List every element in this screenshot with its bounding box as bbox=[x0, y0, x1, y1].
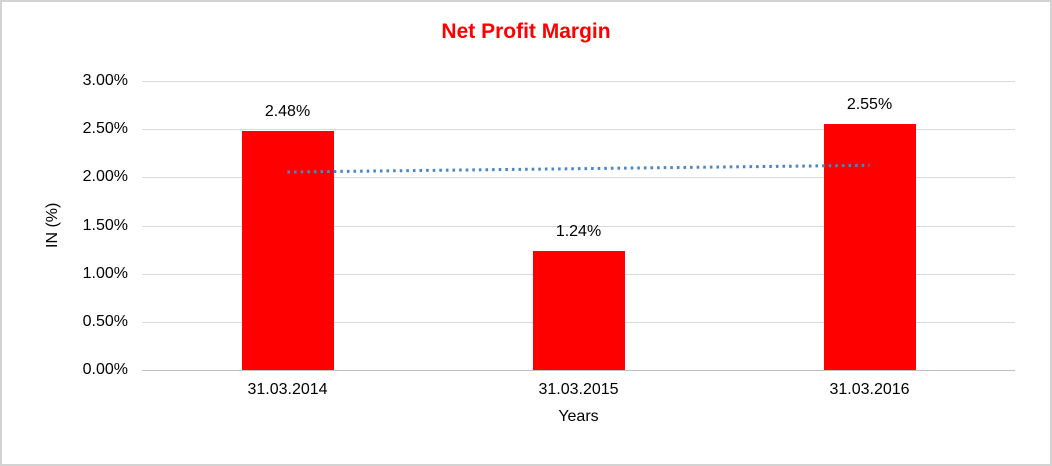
y-tick-label: 1.00% bbox=[82, 264, 128, 282]
bar-value-label: 1.24% bbox=[555, 222, 602, 240]
y-tick-label: 2.00% bbox=[82, 168, 128, 186]
x-axis-title: Years bbox=[558, 408, 599, 425]
plot-area bbox=[142, 81, 1015, 371]
gridline bbox=[142, 177, 1015, 179]
y-tick-label: 3.00% bbox=[82, 72, 128, 89]
gridline bbox=[142, 225, 1015, 227]
bar-value-label: 2.55% bbox=[846, 96, 893, 114]
y-tick-label: 0.00% bbox=[82, 361, 128, 378]
y-tick-label: 1.50% bbox=[82, 216, 128, 234]
y-tick-label: 0.50% bbox=[82, 312, 128, 330]
bar-value-label: 2.48% bbox=[264, 103, 311, 121]
chart-title: Net Profit Margin bbox=[441, 20, 611, 43]
x-tick-label: 31.03.2014 bbox=[247, 381, 328, 398]
chart-bar bbox=[532, 250, 625, 370]
trendline bbox=[287, 163, 870, 174]
x-axis-line bbox=[142, 370, 1015, 371]
x-tick-label: 31.03.2016 bbox=[829, 381, 910, 398]
x-tick-label: 31.03.2015 bbox=[538, 381, 619, 398]
y-tick-label: 2.50% bbox=[82, 120, 128, 138]
gridline bbox=[142, 129, 1015, 131]
gridline bbox=[142, 81, 1015, 82]
